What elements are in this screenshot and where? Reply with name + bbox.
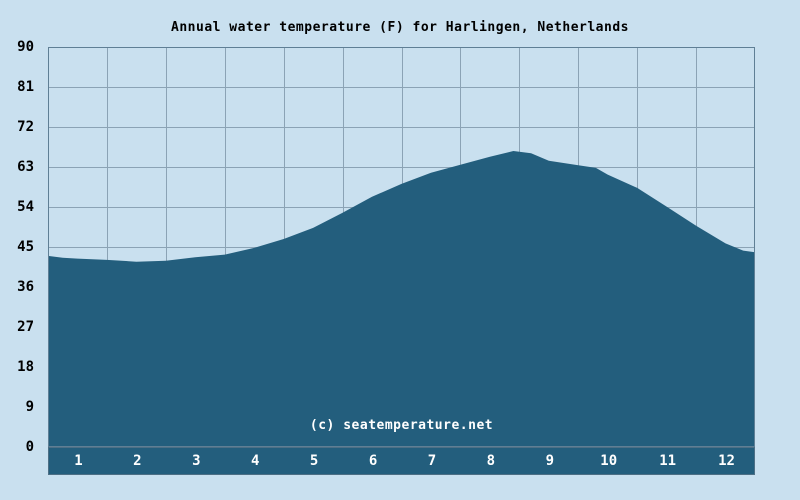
y-tick-label: 9	[25, 399, 34, 415]
x-tick-label: 2	[133, 453, 142, 469]
plot-area	[48, 47, 755, 447]
y-tick-label: 90	[17, 39, 34, 55]
chart-title: Annual water temperature (F) for Harling…	[171, 20, 629, 35]
plot-svg	[48, 47, 755, 447]
x-tick-label: 8	[486, 453, 496, 469]
y-axis: 90 81 72 63 54 45 36 27 18 9 0	[0, 0, 41, 500]
x-tick-label: 7	[427, 453, 437, 469]
y-tick-label: 45	[17, 239, 34, 255]
x-tick-label: 5	[309, 453, 319, 469]
x-tick-label: 12	[718, 453, 735, 469]
plot-border	[48, 47, 755, 447]
watermark-text: (c) seatemperature.net	[309, 418, 494, 433]
x-tick-label: 9	[545, 453, 554, 469]
x-tick-label: 11	[659, 453, 677, 469]
y-tick-label: 81	[17, 79, 34, 95]
x-tick-label: 1	[74, 453, 83, 469]
y-tick-label: 18	[17, 359, 34, 375]
y-tick-label: 63	[17, 159, 34, 175]
y-tick-label: 36	[17, 279, 34, 295]
x-tick-label: 10	[600, 453, 618, 469]
y-tick-label: 54	[17, 199, 34, 215]
x-tick-label: 3	[192, 453, 201, 469]
x-tick-label: 6	[368, 453, 378, 469]
x-tick-label: 4	[250, 453, 260, 469]
y-tick-label: 27	[17, 319, 34, 335]
x-axis-band: 1 2 3 4 5 6 7 8 9 10 11 12	[48, 447, 755, 475]
y-tick-label: 0	[25, 439, 34, 455]
temperature-area	[48, 151, 755, 447]
y-tick-label: 72	[17, 119, 34, 135]
